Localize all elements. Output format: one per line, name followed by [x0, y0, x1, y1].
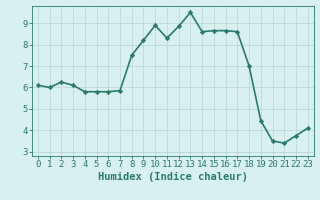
X-axis label: Humidex (Indice chaleur): Humidex (Indice chaleur) — [98, 172, 248, 182]
